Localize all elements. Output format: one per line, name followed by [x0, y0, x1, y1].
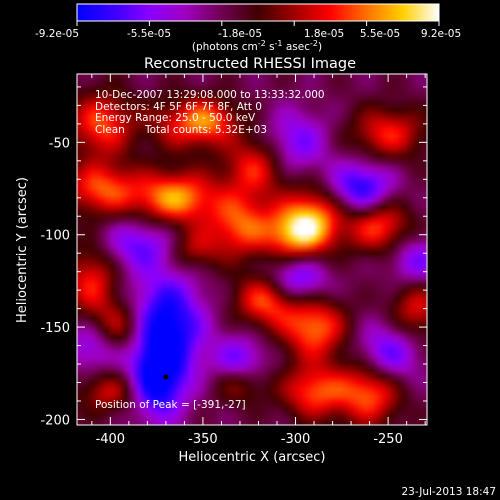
energy-range-annotation: Energy Range: 25.0 - 50.0 keV — [95, 112, 256, 124]
observation-annotations: 10-Dec-2007 13:29:08.000 to 13:33:32.000… — [95, 89, 325, 411]
x-tick-label: -300 — [281, 432, 311, 447]
time-range-annotation: 10-Dec-2007 13:29:08.000 to 13:33:32.000 — [95, 89, 325, 101]
colorbar-tick-label: -1.8e-05 — [218, 28, 262, 40]
y-tick-label: -50 — [49, 136, 70, 151]
colorbar-ticks — [76, 21, 440, 26]
colorbar-tick-label: -9.2e-05 — [35, 28, 79, 40]
colorbar-tick-labels: -9.2e-05 -5.5e-05 -1.8e-05 1.8e-05 5.5e-… — [35, 28, 461, 40]
colorbar-tick-label: 5.5e-05 — [360, 28, 400, 40]
method-annotation: Clean — [95, 124, 125, 136]
peak-position-annotation: Position of Peak = [-391,-27] — [95, 399, 246, 411]
colorbar-unit-label: (photons cm-2 s-1 asec-2) — [192, 39, 322, 53]
y-axis-ticks — [77, 86, 427, 420]
y-tick-labels: -50 -100 -150 -200 — [40, 136, 70, 428]
chart-title: Reconstructed RHESSI Image — [144, 56, 356, 72]
colorbar-tick-label: -5.5e-05 — [127, 28, 171, 40]
total-counts-annotation: Total counts: 5.32E+03 — [144, 124, 267, 136]
y-tick-label: -200 — [40, 413, 70, 428]
x-tick-label: -250 — [373, 432, 403, 447]
x-tick-label: -400 — [96, 432, 126, 447]
colorbar-tick-label: 1.8e-05 — [304, 28, 344, 40]
heatmap-image — [77, 74, 427, 425]
detectors-annotation: Detectors: 4F 5F 6F 7F 8F, Att 0 — [95, 101, 262, 113]
y-tick-label: -100 — [40, 229, 70, 244]
source-marker — [163, 374, 169, 380]
date-stamp: 23-Jul-2013 18:47 — [401, 486, 496, 498]
y-axis-label: Heliocentric Y (arcsec) — [15, 177, 30, 323]
colorbar-tick-label: 9.2e-05 — [421, 28, 461, 40]
x-axis-ticks — [91, 74, 426, 425]
plot-frame — [76, 73, 428, 426]
colorbar — [76, 3, 440, 22]
y-tick-label: -150 — [40, 321, 70, 336]
x-axis-label: Heliocentric X (arcsec) — [179, 450, 326, 465]
x-tick-label: -350 — [188, 432, 218, 447]
x-tick-labels: -400 -350 -300 -250 — [96, 432, 403, 447]
